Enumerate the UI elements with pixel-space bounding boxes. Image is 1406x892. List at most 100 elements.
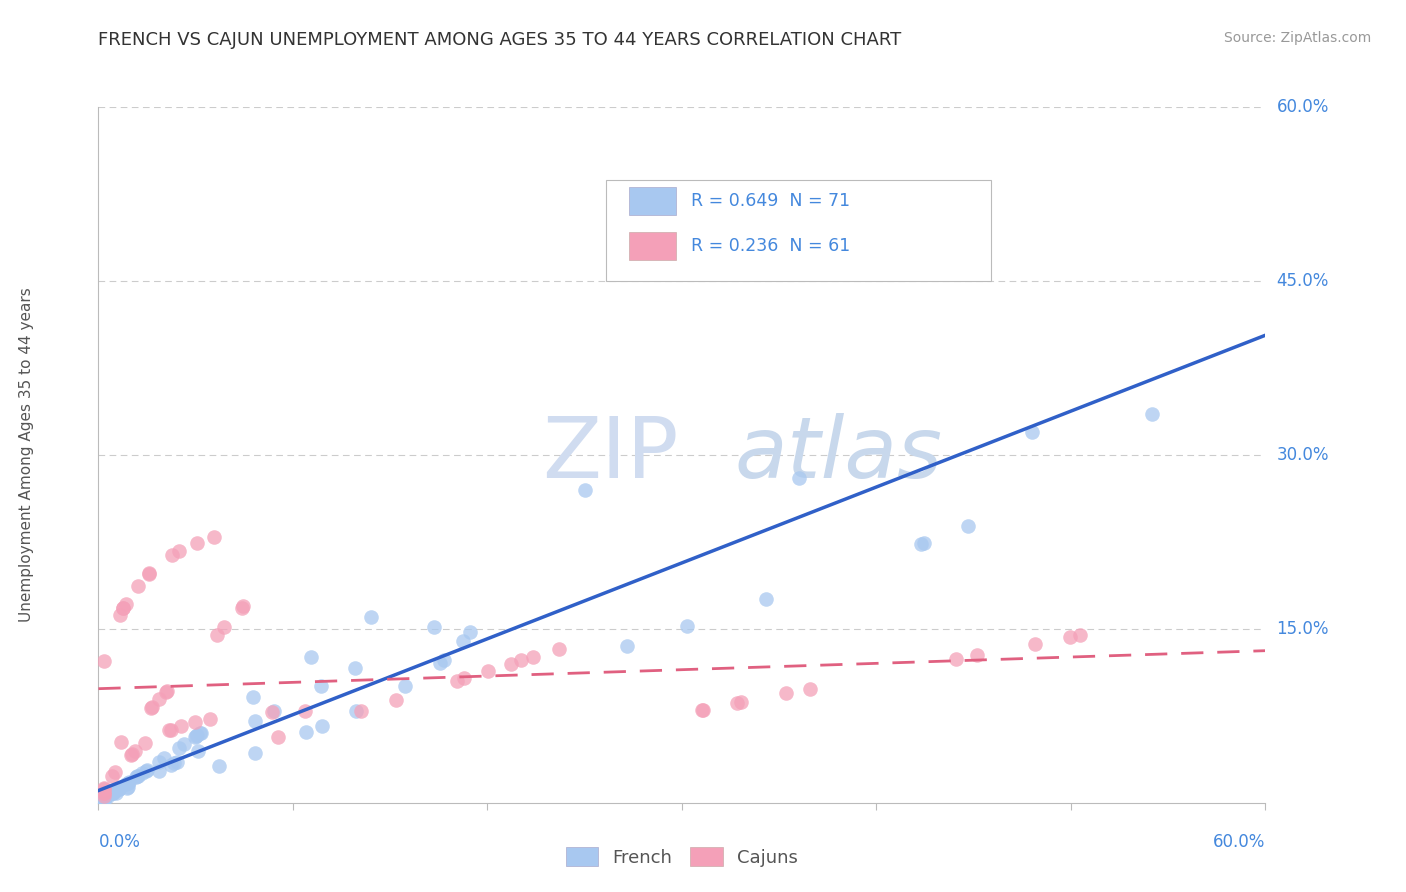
Point [360, 609, 382, 624]
Point [115, 780, 138, 795]
Point [263, 704, 285, 718]
Point [385, 693, 408, 707]
Point [423, 620, 446, 634]
Point [205, 628, 228, 642]
Point [787, 471, 810, 485]
Point [101, 786, 124, 800]
Point [311, 719, 333, 733]
Point [93, 792, 115, 806]
Point [616, 639, 638, 653]
Point [912, 535, 935, 549]
Point [204, 530, 226, 544]
Point [943, 193, 966, 207]
Point [93, 792, 115, 806]
Point [124, 744, 146, 758]
Point [451, 634, 474, 648]
Point [1140, 407, 1163, 421]
Text: 15.0%: 15.0% [1277, 620, 1329, 638]
Point [522, 649, 544, 664]
Point [167, 741, 190, 756]
Point [966, 648, 988, 663]
Point [1069, 628, 1091, 642]
Point [910, 537, 932, 551]
Point [243, 746, 266, 760]
Point [93, 791, 115, 805]
Point [453, 672, 475, 686]
Point [267, 731, 290, 745]
Point [93, 792, 115, 806]
Point [477, 664, 499, 678]
Bar [630, 187, 676, 215]
Point [96, 789, 118, 804]
Point [212, 620, 235, 634]
Point [93, 792, 115, 806]
Point [187, 744, 209, 758]
Text: Source: ZipAtlas.com: Source: ZipAtlas.com [1223, 31, 1371, 45]
Point [101, 786, 124, 800]
Point [173, 737, 195, 751]
Point [344, 704, 367, 718]
Text: R = 0.236  N = 61: R = 0.236 N = 61 [692, 237, 851, 255]
Point [294, 725, 316, 739]
Point [104, 765, 127, 780]
Point [138, 567, 160, 582]
Point [112, 600, 135, 615]
Point [120, 747, 142, 762]
Point [93, 786, 115, 800]
Point [166, 755, 188, 769]
Point [260, 706, 283, 720]
Point [299, 650, 322, 665]
Text: 60.0%: 60.0% [1277, 98, 1329, 116]
Point [294, 704, 316, 718]
Point [93, 792, 115, 806]
Point [510, 653, 533, 667]
Point [163, 756, 186, 770]
Point [114, 597, 136, 611]
Point [547, 641, 569, 656]
Point [103, 785, 125, 799]
Point [232, 599, 254, 614]
Point [394, 679, 416, 693]
Text: 30.0%: 30.0% [1277, 446, 1329, 464]
Point [1021, 425, 1043, 439]
Point [208, 759, 231, 773]
Point [344, 661, 367, 675]
Point [93, 781, 115, 796]
Point [105, 787, 128, 801]
Point [127, 769, 149, 783]
Point [799, 681, 821, 696]
Point [692, 703, 714, 717]
Point [775, 686, 797, 700]
Point [433, 653, 456, 667]
Point [188, 726, 211, 740]
Point [190, 725, 212, 739]
Point [93, 654, 115, 668]
Point [198, 712, 221, 726]
Point [117, 775, 139, 789]
Point [134, 736, 156, 750]
Text: 60.0%: 60.0% [1213, 833, 1265, 851]
Point [127, 769, 149, 783]
Point [101, 786, 124, 800]
Point [125, 770, 148, 784]
Bar [630, 232, 676, 260]
Point [429, 656, 451, 670]
Point [945, 652, 967, 666]
Point [231, 600, 253, 615]
Point [93, 789, 115, 804]
Point [111, 601, 134, 615]
Point [139, 701, 162, 715]
Point [152, 751, 174, 765]
Point [115, 777, 138, 791]
Point [690, 703, 713, 717]
Point [186, 728, 208, 742]
Point [127, 579, 149, 593]
Point [110, 735, 132, 749]
Point [725, 696, 748, 710]
Point [458, 624, 481, 639]
Point [170, 719, 193, 733]
Point [121, 747, 143, 761]
Text: 0.0%: 0.0% [98, 833, 141, 851]
Text: 45.0%: 45.0% [1277, 272, 1329, 290]
Point [138, 566, 160, 581]
